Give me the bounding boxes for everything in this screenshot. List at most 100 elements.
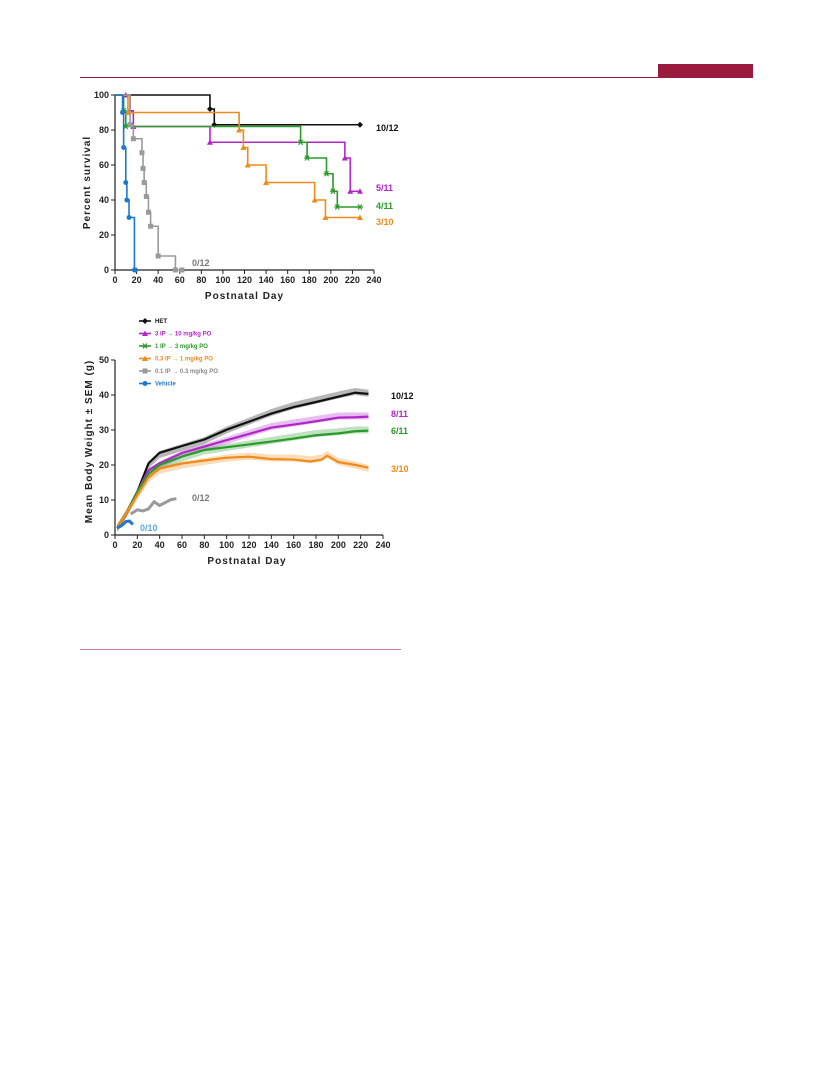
weight-y-tick-label: 50 (99, 355, 109, 365)
survival-line-het (115, 94, 360, 126)
survival-x-tick-label: 40 (153, 275, 163, 285)
weight-line-ip01 (129, 497, 177, 516)
survival-x-tick-label: 240 (366, 275, 381, 285)
weight-y-axis-title: Mean Body Weight ± SEM (g) (84, 360, 95, 524)
legend-swatch-marker (142, 368, 148, 374)
weight-x-tick-label: 120 (241, 540, 256, 550)
footer-rule (80, 649, 401, 650)
legend-label-ip3: 3 IP → 10 mg/kg PO (155, 332, 212, 338)
survival-x-tick-label: 20 (132, 275, 142, 285)
survival-point-ip03 (236, 127, 243, 133)
weight-series: 10/12 8/11 6/11 3/10 0/12 0/10 (116, 388, 414, 533)
survival-point-ip01 (145, 209, 151, 215)
weight-y-tick-label: 10 (99, 495, 109, 505)
weight-line-ip03 (116, 454, 369, 529)
weight-axes: 0 20 40 60 80 100 120 140 160 180 200 220 240 0 10 20 30… (99, 355, 391, 550)
survival-y-axis-title: Percent survival (82, 136, 93, 229)
survival-line-ip03 (115, 94, 360, 219)
survival-point-ip01 (179, 267, 185, 273)
survival-point-vehicle (133, 267, 139, 273)
survival-point-ip1 (323, 170, 330, 177)
survival-point-ip01 (140, 166, 146, 171)
legend-label-ip01: 0.1 IP → 0.3 mg/kg PO (155, 369, 218, 375)
survival-point-ip03 (322, 214, 329, 220)
survival-chart: 0 20 40 60 80 100 120 140 160 180 200 220 240 0 20 40 60… (82, 90, 399, 302)
legend-label-het: HET (155, 319, 167, 325)
weight-end-label-vehicle: 0/10 (140, 523, 158, 533)
survival-point-ip03 (356, 214, 363, 220)
survival-axes: 0 20 40 60 80 100 120 140 160 180 200 220 240 0 20 40 60… (94, 90, 382, 285)
weight-chart: HET 3 IP → 10 mg/kg PO 1 IP → 3 mg/kg PO 0.… (84, 318, 414, 567)
survival-x-tick-label: 180 (302, 275, 317, 285)
survival-x-tick-label: 60 (175, 275, 185, 285)
weight-x-tick-label: 140 (264, 540, 279, 550)
survival-y-tick-label: 60 (99, 160, 109, 170)
legend-swatch-marker (142, 381, 148, 386)
weight-x-tick-label: 20 (132, 540, 142, 550)
survival-point-ip3 (347, 188, 354, 194)
survival-end-label-het: 10/12 (376, 123, 399, 133)
survival-point-ip01 (155, 253, 161, 259)
survival-point-vehicle (123, 180, 129, 185)
legend-swatch-marker (142, 318, 148, 324)
legend-item-het: HET (139, 318, 167, 325)
survival-point-ip3 (341, 155, 348, 161)
weight-line-vehicle (116, 519, 134, 530)
weight-y-tick-label: 0 (104, 530, 109, 540)
legend-label-vehicle: Vehicle (155, 382, 176, 388)
header-tab (658, 64, 753, 78)
weight-y-tick-label: 30 (99, 425, 109, 435)
weight-y-tick-label: 40 (99, 390, 109, 400)
survival-point-ip03 (240, 144, 247, 150)
legend-swatch-marker (142, 343, 148, 349)
survival-point-ip01 (130, 136, 136, 142)
survival-point-ip01 (139, 150, 145, 156)
weight-x-tick-label: 0 (112, 540, 117, 550)
weight-end-label-ip01: 0/12 (192, 493, 210, 503)
legend-item-ip1: 1 IP → 3 mg/kg PO (139, 343, 208, 350)
weight-legend: HET 3 IP → 10 mg/kg PO 1 IP → 3 mg/kg PO 0.… (139, 318, 218, 388)
survival-line-ip3 (115, 94, 360, 193)
survival-point-ip1 (329, 188, 336, 195)
survival-x-tick-label: 80 (196, 275, 206, 285)
survival-point-ip03 (244, 162, 251, 168)
survival-point-ip01 (143, 194, 149, 199)
survival-x-tick-label: 220 (345, 275, 360, 285)
legend-swatch-marker (142, 330, 148, 336)
survival-point-ip1 (356, 204, 363, 210)
survival-point-ip3 (356, 188, 363, 194)
weight-x-tick-label: 220 (353, 540, 368, 550)
survival-end-label-ip3: 5/11 (376, 183, 393, 193)
weight-x-tick-label: 200 (331, 540, 346, 550)
survival-x-tick-label: 200 (323, 275, 338, 285)
survival-y-tick-label: 0 (104, 265, 109, 275)
survival-x-tick-label: 0 (112, 275, 117, 285)
survival-point-vehicle (126, 215, 132, 220)
survival-x-tick-label: 140 (259, 275, 274, 285)
legend-item-ip01: 0.1 IP → 0.3 mg/kg PO (139, 368, 218, 375)
weight-end-label-het: 10/12 (391, 391, 414, 401)
survival-point-ip1 (334, 204, 341, 210)
survival-point-vehicle (120, 110, 126, 115)
legend-item-ip3: 3 IP → 10 mg/kg PO (139, 330, 212, 338)
survival-point-ip03 (263, 179, 270, 185)
survival-end-label-ip1: 4/11 (376, 201, 393, 211)
survival-y-tick-label: 100 (94, 90, 109, 100)
legend-label-ip03: 0.3 IP → 1 mg/kg PO (155, 357, 213, 363)
weight-x-tick-label: 80 (199, 540, 209, 550)
weight-x-tick-label: 240 (375, 540, 390, 550)
legend-item-vehicle: Vehicle (139, 381, 176, 388)
survival-point-ip01 (172, 267, 178, 273)
survival-point-vehicle (124, 197, 130, 203)
survival-x-tick-label: 100 (215, 275, 230, 285)
legend-item-ip03: 0.3 IP → 1 mg/kg PO (139, 355, 213, 363)
survival-end-label-ip03: 3/10 (376, 217, 394, 227)
weight-sem-band-ip03 (117, 451, 369, 532)
weight-sem-band-ip1 (117, 426, 369, 532)
weight-x-axis-title: Postnatal Day (207, 556, 286, 567)
survival-point-ip03 (311, 197, 318, 203)
weight-y-tick-label: 20 (99, 460, 109, 470)
survival-point-het (356, 121, 363, 128)
survival-x-tick-label: 160 (280, 275, 295, 285)
survival-x-axis-title: Postnatal Day (205, 291, 284, 302)
